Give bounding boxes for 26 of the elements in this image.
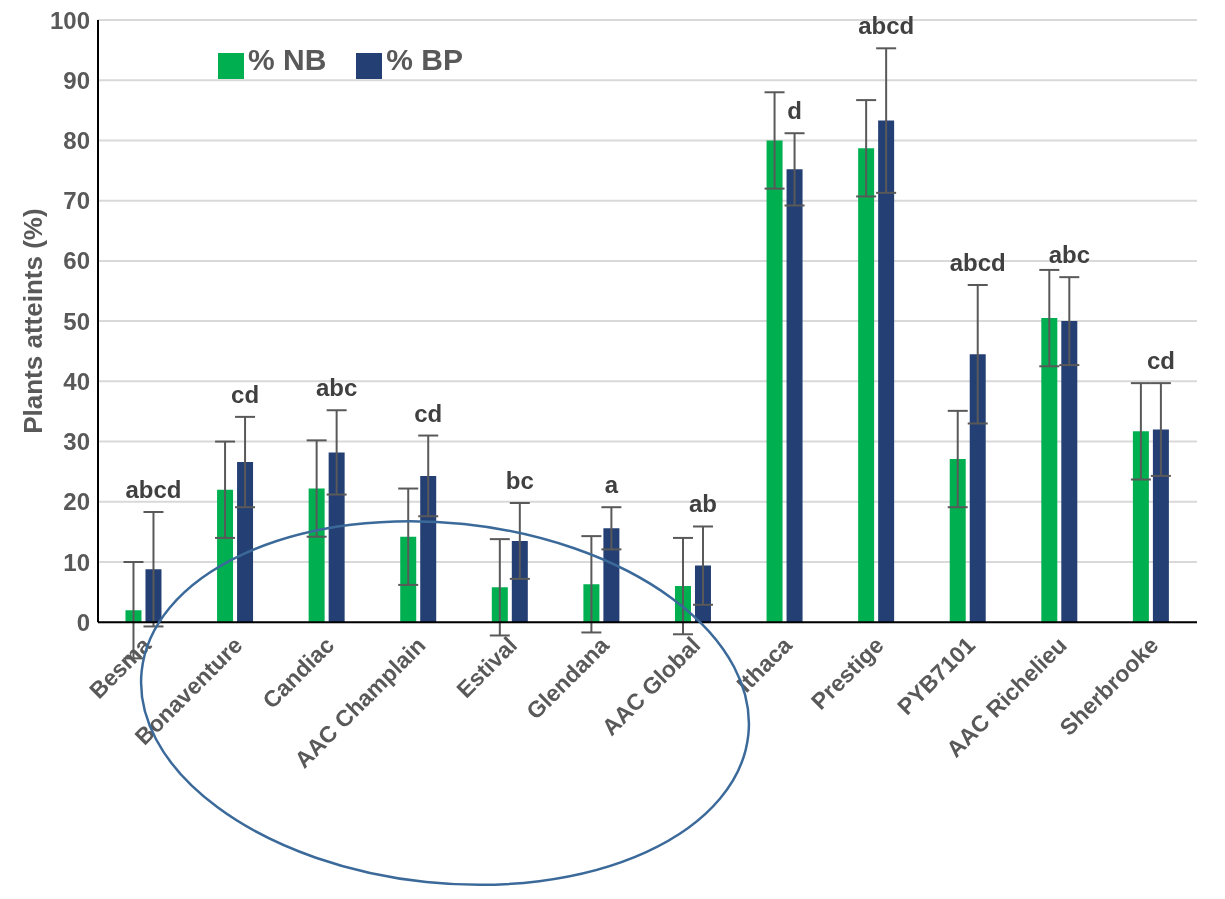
annotation: abc [1048, 241, 1090, 269]
y-tick-label: 40 [63, 367, 90, 395]
annotation: ab [688, 490, 717, 518]
y-tick-label: 90 [63, 66, 90, 94]
legend-label: % NB [248, 43, 327, 76]
y-tick-label: 80 [63, 126, 90, 154]
y-tick-label: 100 [49, 6, 90, 34]
y-tick-label: 0 [76, 608, 90, 636]
annotation: d [787, 97, 802, 125]
y-tick-label: 60 [63, 247, 90, 275]
y-tick-label: 10 [63, 548, 90, 576]
y-axis-title: Plants atteints (%) [18, 208, 49, 434]
annotation: abcd [949, 248, 1006, 276]
annotation: bc [505, 466, 534, 494]
y-tick-label: 70 [63, 187, 90, 215]
annotation: a [604, 471, 619, 499]
y-tick-label: 30 [63, 428, 90, 456]
y-tick-label: 20 [63, 488, 90, 516]
legend-label: % BP [386, 43, 464, 76]
annotation: abc [315, 374, 358, 402]
annotation: abcd [858, 12, 915, 40]
annotation: cd [231, 380, 260, 408]
y-tick-label: 50 [63, 307, 90, 335]
annotation: cd [1146, 347, 1175, 375]
annotation: abcd [125, 476, 182, 504]
annotation: cd [414, 399, 443, 427]
